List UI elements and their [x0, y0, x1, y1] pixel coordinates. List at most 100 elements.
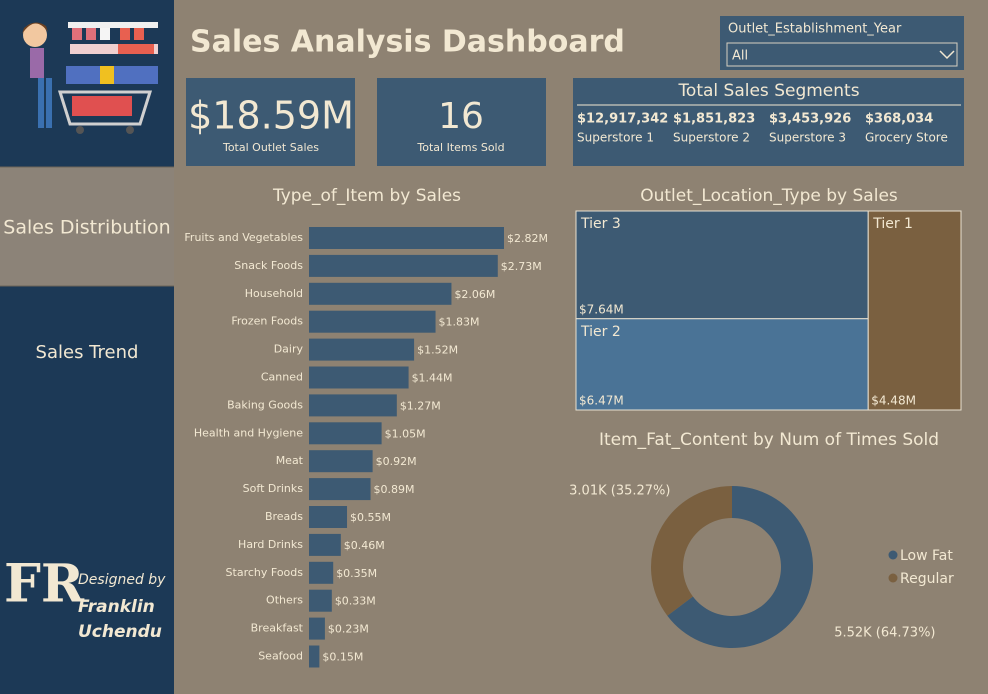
bar	[309, 394, 397, 417]
category-label: Starchy Foods	[226, 566, 304, 579]
bar	[309, 422, 382, 445]
segment-value: $12,917,342	[577, 112, 668, 127]
bar	[309, 338, 415, 361]
legend-label: Regular	[900, 571, 954, 587]
nav-button[interactable]: Sales Trend	[36, 342, 139, 363]
segment-label: Superstore 2	[673, 131, 750, 145]
bar	[309, 478, 371, 501]
tile-value: $4.48M	[871, 394, 916, 408]
value-label: $1.05M	[385, 427, 426, 440]
legend-swatch	[888, 550, 898, 560]
category-label: Meat	[276, 454, 304, 467]
value-label: $0.15M	[322, 651, 363, 664]
credit-name: Franklin	[78, 597, 155, 617]
kpi-value: $18.59M	[188, 94, 354, 138]
segment-label: Grocery Store	[865, 131, 948, 145]
bar	[309, 533, 341, 556]
category-label: Soft Drinks	[243, 482, 304, 495]
tile-label: Tier 2	[580, 324, 621, 340]
category-label: Dairy	[274, 343, 304, 356]
category-label: Canned	[261, 371, 303, 384]
category-label: Household	[245, 287, 303, 300]
bar	[309, 450, 373, 473]
bar	[309, 561, 334, 584]
value-label: $1.44M	[412, 372, 453, 385]
bar	[309, 254, 498, 277]
value-label: $2.06M	[454, 288, 495, 301]
value-label: $1.83M	[439, 316, 480, 329]
category-label: Breakfast	[251, 622, 304, 635]
bar	[309, 617, 325, 640]
credit-text: Designed by	[78, 572, 166, 588]
chart-title: Type_of_Item by Sales	[272, 186, 461, 206]
nav-active-bg	[0, 167, 174, 286]
dropdown-arrow[interactable]	[939, 50, 955, 60]
bar	[309, 645, 320, 668]
category-label: Seafood	[258, 650, 303, 663]
chart-title: Item_Fat_Content by Num of Times Sold	[599, 430, 939, 450]
tile-value: $6.47M	[579, 394, 624, 408]
value-label: $1.27M	[400, 399, 441, 412]
category-label: Breads	[265, 510, 303, 523]
value-label: $0.23M	[328, 623, 369, 636]
segments-title: Total Sales Segments	[677, 81, 859, 101]
value-label: $2.73M	[501, 260, 542, 273]
segment-value: $368,034	[865, 112, 933, 127]
credit-name: Uchendu	[78, 622, 162, 642]
value-label: $0.46M	[344, 539, 385, 552]
logo: FR	[4, 554, 85, 615]
value-label: $1.52M	[417, 344, 458, 357]
slice-label: 3.01K (35.27%)	[569, 484, 670, 499]
filter-value[interactable]: All	[732, 49, 748, 64]
segment-value: $1,851,823	[673, 112, 755, 127]
value-label: $0.35M	[336, 567, 377, 580]
value-label: $0.33M	[335, 595, 376, 608]
segment-value: $3,453,926	[769, 112, 851, 127]
category-label: Baking Goods	[227, 398, 303, 411]
filter-label: Outlet_Establishment_Year	[728, 22, 902, 37]
value-label: $0.89M	[374, 483, 415, 496]
bar	[309, 227, 504, 249]
treemap-tile	[867, 210, 962, 411]
value-label: $0.55M	[350, 511, 391, 524]
legend-swatch	[888, 573, 898, 583]
legend-label: Low Fat	[900, 548, 953, 564]
slice-label: 5.52K (64.73%)	[834, 625, 935, 640]
category-label: Fruits and Vegetables	[184, 231, 303, 244]
segment-label: Superstore 3	[769, 131, 846, 145]
kpi-card	[377, 78, 546, 166]
bar	[309, 366, 409, 389]
tile-label: Tier 1	[872, 216, 913, 232]
category-label: Health and Hygiene	[194, 426, 303, 439]
bar	[309, 310, 436, 333]
kpi-card	[186, 78, 355, 166]
filter-dropdown[interactable]	[726, 42, 958, 67]
segments: $12,917,342 Superstore 1 $1,851,823 Superst…	[577, 112, 948, 145]
donut-slice	[650, 486, 732, 616]
bar	[309, 589, 332, 612]
treemap-tile	[575, 210, 869, 320]
category-label: Frozen Foods	[231, 315, 303, 328]
category-label: Snack Foods	[234, 259, 303, 272]
chart-title: Outlet_Location_Type by Sales	[640, 186, 898, 206]
bar	[309, 506, 348, 528]
charts: Type_of_Item by Sales Fruits and Vegetabl…	[184, 186, 962, 668]
category-label: Others	[266, 594, 303, 607]
segments-card	[573, 78, 964, 166]
nav-button[interactable]: Sales Distribution	[3, 217, 170, 239]
segment-label: Superstore 1	[577, 131, 654, 145]
tile-label: Tier 3	[580, 216, 621, 232]
value-label: $0.92M	[376, 455, 417, 468]
kpi-label: Total Items Sold	[416, 141, 504, 154]
category-label: Hard Drinks	[238, 538, 303, 551]
bar	[309, 282, 452, 305]
value-label: $2.82M	[507, 232, 548, 245]
kpi-value: 16	[438, 96, 484, 137]
shopper-illustration	[22, 22, 158, 134]
kpi-label: Total Outlet Sales	[222, 141, 319, 154]
treemap-tile	[575, 318, 869, 411]
tile-value: $7.64M	[579, 302, 624, 316]
dashboard-title: Sales Analysis Dashboard	[190, 25, 625, 60]
